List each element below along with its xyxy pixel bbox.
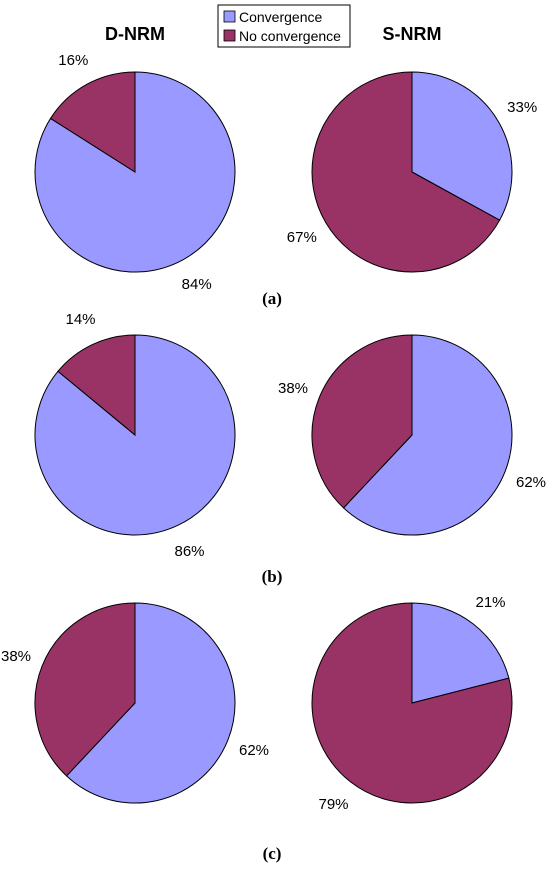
slice-label-no-convergence: 79% (318, 796, 348, 813)
column-title-s-nrm: S-NRM (383, 24, 442, 44)
slice-no-convergence (49, 71, 136, 173)
slice-convergence (411, 602, 510, 704)
slice-convergence (411, 71, 513, 221)
slice-label-convergence: 62% (239, 742, 269, 759)
slice-label-convergence: 62% (516, 474, 546, 491)
slice-no-convergence (311, 334, 413, 509)
pie--c--s-nrm: 21% 79% (311, 594, 513, 813)
legend-label-no-convergence: No convergence (239, 28, 341, 44)
slice-convergence (65, 602, 236, 804)
slice-no-convergence (57, 334, 136, 437)
slice-label-convergence: 33% (507, 99, 537, 116)
pie--c--d-nrm: 62% 38% (1, 602, 269, 804)
legend-label-convergence: Convergence (239, 9, 322, 25)
legend-swatch-convergence (223, 10, 236, 23)
slice-no-convergence (311, 602, 513, 804)
slice-label-no-convergence: 67% (287, 229, 317, 246)
column-title-d-nrm: D-NRM (105, 24, 165, 44)
pie--a--s-nrm: 33% 67% (287, 71, 537, 273)
pie-charts: 84% 16% 33% 67% 86% 14% 62% 38% 62% 38% 21% 79% (1, 52, 546, 813)
panel-label-c: (c) (263, 844, 282, 863)
panel-label-b: (b) (262, 567, 283, 586)
slice-no-convergence (34, 602, 136, 777)
pie--a--d-nrm: 84% 16% (34, 52, 236, 293)
legend-swatch-no-convergence (223, 29, 236, 42)
slice-label-no-convergence: 38% (278, 380, 308, 397)
legend: Convergence No convergence (217, 4, 351, 48)
slice-label-convergence: 21% (475, 594, 505, 611)
pie--b--d-nrm: 86% 14% (34, 311, 236, 560)
slice-label-convergence: 86% (174, 543, 204, 560)
slice-label-convergence: 84% (182, 276, 212, 293)
pie--b--s-nrm: 62% 38% (278, 334, 546, 536)
legend-box (217, 4, 351, 48)
slice-label-no-convergence: 38% (1, 648, 31, 665)
slice-no-convergence (311, 71, 501, 273)
slice-convergence (342, 334, 513, 536)
panel-label-a: (a) (262, 289, 282, 308)
slice-label-no-convergence: 16% (58, 52, 88, 69)
slice-label-no-convergence: 14% (65, 311, 95, 328)
